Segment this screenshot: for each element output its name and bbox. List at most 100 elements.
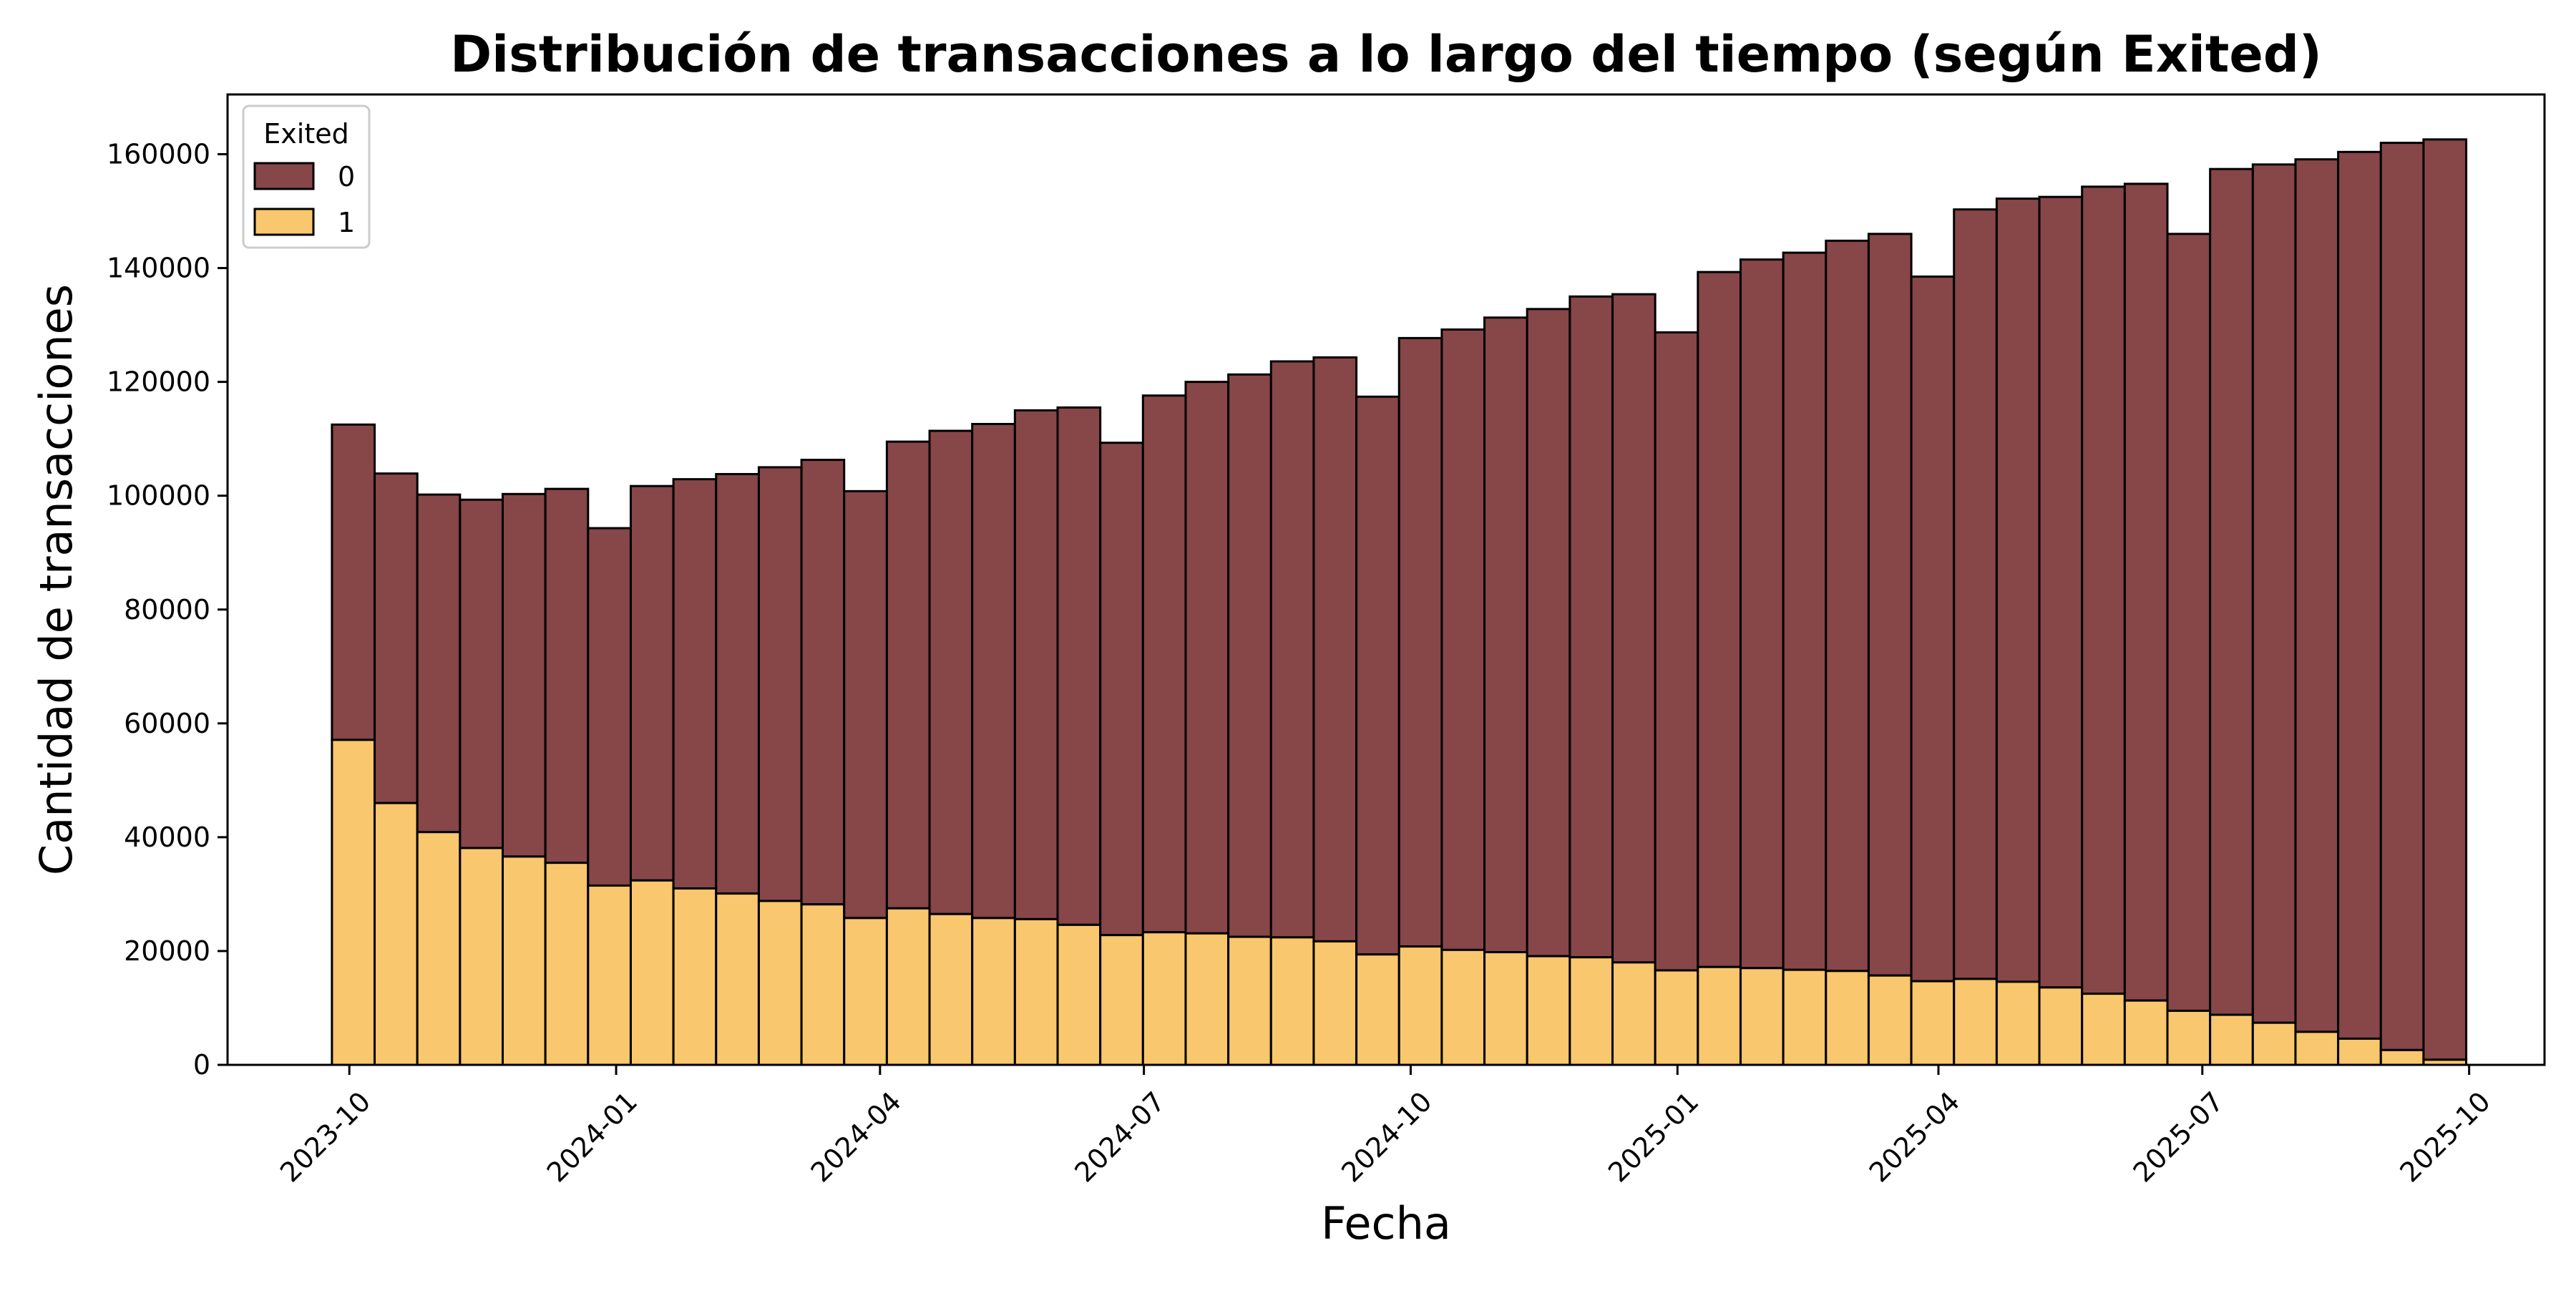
bar-exited-1	[1355, 953, 1400, 1066]
bar-exited-0	[1697, 271, 1742, 968]
bar-exited-1	[928, 912, 974, 1066]
bar-exited-0	[2081, 185, 2126, 995]
bar-exited-0	[971, 422, 1016, 920]
bar-exited-1	[544, 862, 590, 1066]
legend: Exited 0 1	[242, 104, 371, 249]
bar-exited-1	[1526, 955, 1571, 1066]
bar-exited-1	[1099, 934, 1144, 1066]
y-tick-label: 0	[193, 1049, 210, 1081]
legend-label-1: 1	[338, 207, 355, 238]
bar-exited-1	[1654, 969, 1699, 1066]
x-tick-label: 2023-10	[274, 1086, 376, 1188]
x-axis-label: Fecha	[1321, 1197, 1451, 1249]
legend-swatch-0	[253, 162, 315, 190]
bar-exited-0	[544, 487, 590, 864]
bar-exited-0	[1269, 360, 1315, 939]
x-tick-label: 2025-07	[2127, 1086, 2230, 1188]
bar-exited-0	[2209, 167, 2254, 1016]
bar-exited-0	[629, 484, 675, 882]
bar-exited-0	[885, 440, 931, 910]
bar-exited-1	[331, 739, 376, 1066]
bars-group	[331, 138, 2468, 1066]
bar-exited-1	[1483, 951, 1528, 1066]
bar-exited-1	[416, 831, 462, 1066]
bar-exited-1	[2081, 993, 2126, 1066]
bar-exited-0	[416, 493, 462, 834]
bar-exited-1	[1867, 974, 1913, 1066]
bar-exited-0	[1397, 336, 1443, 948]
bar-exited-1	[757, 900, 803, 1066]
y-axis-label: Cantidad de transacciones	[30, 284, 82, 875]
y-tick-label: 60000	[124, 708, 210, 739]
bar-exited-0	[1227, 373, 1272, 938]
bar-exited-0	[2251, 163, 2297, 1024]
bar-exited-1	[459, 847, 504, 1066]
legend-title: Exited	[263, 118, 348, 150]
bar-exited-0	[1355, 395, 1400, 956]
bar-exited-1	[1184, 932, 1230, 1066]
bar-exited-0	[2294, 158, 2340, 1033]
bar-exited-0	[1483, 316, 1528, 954]
x-tick-label: 2025-01	[1602, 1086, 1704, 1188]
bar-exited-1	[1312, 940, 1358, 1066]
y-tick-label: 80000	[124, 594, 210, 625]
bar-exited-1	[1269, 936, 1315, 1066]
bar-exited-1	[1782, 968, 1828, 1066]
bar-exited-1	[2123, 999, 2169, 1066]
bar-exited-1	[587, 884, 632, 1066]
x-tick-label: 2024-04	[805, 1086, 907, 1188]
y-tick-label: 20000	[124, 935, 210, 967]
bar-exited-0	[1654, 331, 1699, 972]
bar-exited-0	[757, 466, 803, 902]
bar-exited-1	[1141, 931, 1187, 1066]
bar-exited-1	[672, 887, 718, 1066]
bar-exited-0	[715, 472, 760, 895]
bar-exited-0	[843, 489, 888, 920]
bar-exited-1	[715, 892, 760, 1066]
y-tick-label: 160000	[107, 139, 210, 170]
bar-exited-1	[2294, 1031, 2340, 1066]
y-tick-label: 140000	[107, 253, 210, 284]
bar-exited-1	[502, 855, 547, 1066]
y-tick-label: 100000	[107, 480, 210, 512]
bar-exited-1	[1056, 923, 1102, 1066]
bar-exited-1	[2337, 1037, 2382, 1066]
bar-exited-0	[1013, 409, 1059, 920]
bar-exited-1	[1013, 917, 1059, 1066]
bar-exited-0	[1312, 356, 1358, 942]
bar-exited-0	[1099, 442, 1144, 937]
bar-exited-1	[1227, 935, 1272, 1066]
x-tick-label: 2024-01	[541, 1086, 643, 1188]
bar-exited-0	[1440, 328, 1486, 951]
bar-exited-0	[2422, 138, 2468, 1061]
bar-exited-1	[1910, 980, 1956, 1066]
bar-exited-0	[1739, 258, 1785, 970]
bar-exited-0	[928, 429, 974, 915]
bar-exited-0	[1782, 251, 1828, 971]
legend-label-0: 0	[338, 161, 355, 193]
bar-exited-1	[885, 907, 931, 1066]
bar-exited-0	[2379, 142, 2425, 1051]
bar-exited-0	[2166, 233, 2212, 1012]
bar-exited-0	[1953, 208, 1998, 980]
bar-exited-1	[629, 879, 675, 1066]
bar-exited-1	[971, 917, 1016, 1066]
bar-exited-0	[800, 459, 846, 906]
x-tick-label: 2025-10	[2394, 1086, 2496, 1188]
bar-exited-1	[1739, 967, 1785, 1066]
bar-exited-0	[672, 478, 718, 890]
x-tick-label: 2024-10	[1335, 1086, 1438, 1188]
x-tick-label: 2024-07	[1068, 1086, 1171, 1188]
bar-exited-1	[2209, 1013, 2254, 1066]
y-tick-label: 120000	[107, 366, 210, 398]
bar-exited-0	[2038, 195, 2084, 989]
bar-exited-0	[1568, 295, 1614, 959]
bar-exited-0	[2337, 150, 2382, 1040]
bar-exited-1	[1697, 965, 1742, 1066]
x-axis: 2023-10 2024-01 2024-04 2024-07 2024-10 2025-…	[274, 1065, 2497, 1188]
bar-exited-0	[1526, 308, 1571, 958]
bar-exited-0	[1141, 394, 1187, 934]
bar-exited-0	[459, 498, 504, 849]
